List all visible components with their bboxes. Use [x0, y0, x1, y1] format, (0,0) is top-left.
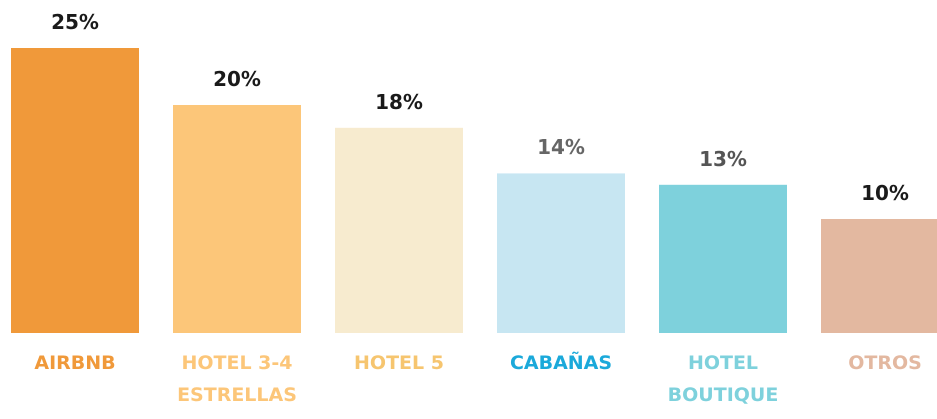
bar [497, 173, 625, 333]
category-label: OTROS [848, 352, 922, 374]
category-label: CABAÑAS [509, 352, 613, 374]
bar [821, 219, 937, 333]
bar [659, 184, 787, 333]
value-label: 20% [213, 67, 261, 91]
bar [173, 105, 301, 333]
value-label: 18% [375, 89, 423, 114]
bar [335, 127, 463, 333]
value-label: 14% [537, 135, 585, 160]
bar [11, 48, 139, 333]
category-label: HOTEL 3-4 ESTRELLAS [177, 352, 297, 406]
category-label: HOTEL BOUTIQUE [667, 352, 779, 406]
category-label: HOTEL 5 [354, 352, 444, 374]
value-label: 25% [51, 10, 99, 34]
category-label: AIRBNB [34, 352, 116, 374]
value-label: 13% [699, 146, 747, 171]
value-label: 10% [861, 181, 909, 205]
